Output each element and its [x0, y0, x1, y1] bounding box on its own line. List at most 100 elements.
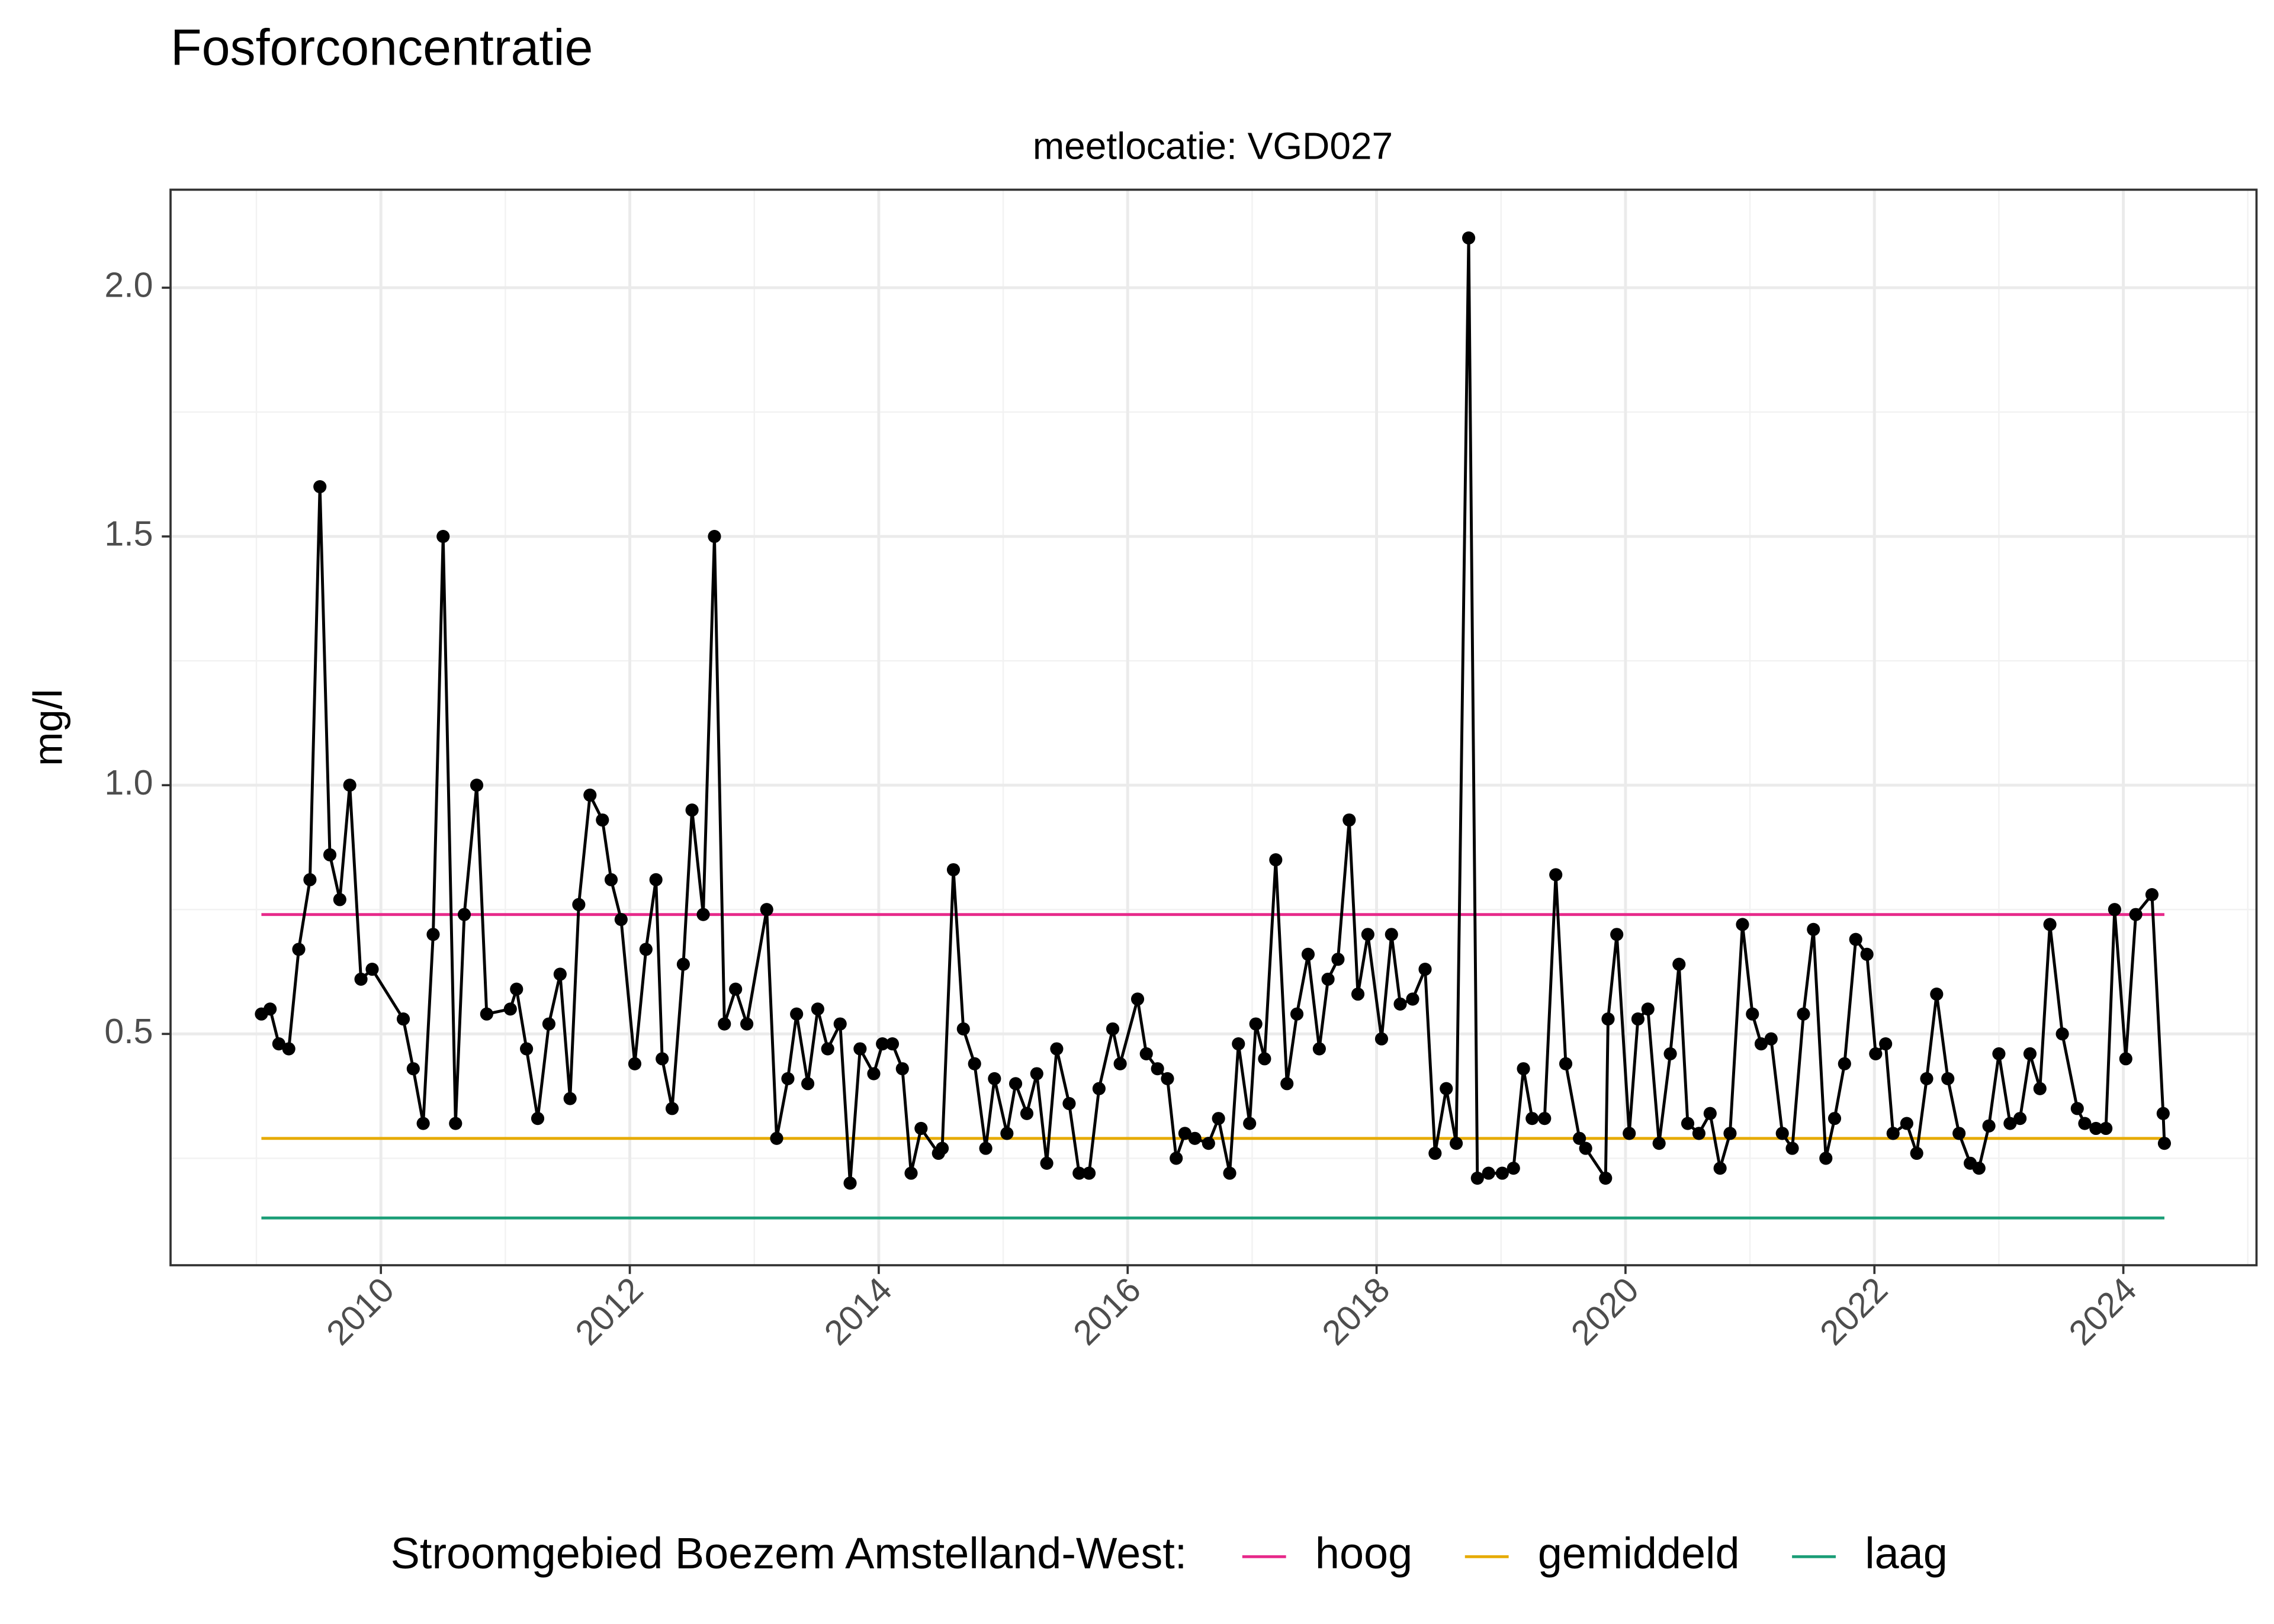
data-point [1610, 928, 1624, 941]
data-point [1663, 1047, 1677, 1061]
plot-border [169, 188, 2258, 1266]
data-point [1072, 1166, 1086, 1180]
data-point [323, 848, 337, 861]
data-point [510, 982, 523, 996]
data-point [583, 788, 597, 802]
data-point [2013, 1112, 2027, 1125]
x-tick-label: 2022 [1813, 1270, 1896, 1353]
plot-background [171, 189, 2257, 1266]
data-point [2070, 1102, 2084, 1115]
x-tick-label: 2018 [1315, 1270, 1398, 1353]
data-point [935, 1141, 949, 1155]
y-tick-label: 0.5 [104, 1012, 153, 1051]
data-point [1952, 1127, 1966, 1140]
data-point [1351, 988, 1365, 1001]
data-point [1331, 953, 1345, 966]
data-point [628, 1057, 642, 1070]
data-point [596, 813, 609, 827]
data-point [1385, 928, 1398, 941]
data-point [343, 779, 356, 792]
data-point [1008, 1077, 1023, 1091]
data-point [614, 912, 628, 927]
data-point [867, 1067, 881, 1080]
data-point [303, 873, 317, 886]
data-point [1920, 1072, 1933, 1086]
data-point [1393, 997, 1407, 1011]
data-point [2129, 908, 2143, 921]
data-point [1941, 1072, 1955, 1086]
legend-label: gemiddeld [1538, 1529, 1740, 1578]
data-point [1130, 992, 1145, 1006]
data-point [2145, 887, 2159, 902]
data-point [449, 1117, 462, 1130]
data-point [853, 1042, 867, 1056]
data-point [665, 1102, 679, 1115]
data-point [1652, 1137, 1666, 1150]
data-point [1517, 1062, 1530, 1076]
data-point [1188, 1131, 1202, 1145]
data-point [604, 873, 618, 886]
data-point [1599, 1171, 1613, 1185]
data-point [740, 1017, 754, 1031]
data-point [1050, 1042, 1064, 1056]
data-point [968, 1057, 981, 1070]
data-point [1549, 868, 1563, 882]
data-point [1462, 231, 1476, 245]
data-point [2099, 1121, 2113, 1136]
data-point [572, 898, 586, 911]
data-point [457, 908, 471, 921]
data-point [313, 480, 327, 494]
data-point [833, 1017, 847, 1031]
x-tick-label: 2012 [568, 1270, 651, 1353]
data-point [1641, 1002, 1655, 1016]
data-point [1020, 1107, 1034, 1120]
data-point [885, 1037, 900, 1051]
chart-title: Fosforconcentratie [171, 19, 593, 76]
x-tick-label: 2014 [817, 1270, 900, 1353]
data-point [1232, 1037, 1245, 1051]
data-point [563, 1092, 577, 1105]
data-point [1910, 1146, 1923, 1160]
data-point [2003, 1117, 2017, 1130]
data-point [1900, 1117, 1913, 1130]
data-point [1418, 963, 1432, 976]
data-point [1321, 972, 1335, 986]
data-point [843, 1176, 857, 1190]
data-point [1178, 1127, 1191, 1140]
data-point [1573, 1131, 1586, 1145]
data-point [1440, 1082, 1453, 1095]
data-point [676, 957, 690, 971]
data-point [821, 1042, 834, 1056]
data-point [649, 873, 663, 886]
data-point [1982, 1119, 1996, 1133]
data-point [470, 779, 484, 792]
data-point [1930, 988, 1944, 1001]
data-point [1428, 1146, 1442, 1160]
data-point [781, 1072, 795, 1086]
data-point [696, 908, 710, 921]
data-point [1151, 1062, 1164, 1076]
data-point [1972, 1162, 1986, 1175]
data-point [656, 1052, 669, 1066]
data-point [1470, 1171, 1484, 1185]
data-point [1161, 1072, 1174, 1086]
data-point [729, 982, 743, 996]
data-point [956, 1022, 970, 1035]
data-point [1713, 1162, 1727, 1175]
data-point [1202, 1137, 1215, 1150]
data-point [1838, 1057, 1851, 1070]
y-axis-label: mg/l [25, 689, 70, 766]
data-point [979, 1141, 993, 1155]
data-point [1106, 1022, 1120, 1035]
data-point [1495, 1166, 1509, 1180]
data-point [1797, 1007, 1810, 1021]
data-point [2033, 1082, 2047, 1095]
data-point [2078, 1117, 2092, 1130]
data-point [1342, 813, 1356, 827]
data-point [333, 893, 346, 906]
data-point [1559, 1057, 1573, 1070]
data-point [1538, 1112, 1552, 1125]
data-point [1746, 1007, 1759, 1021]
